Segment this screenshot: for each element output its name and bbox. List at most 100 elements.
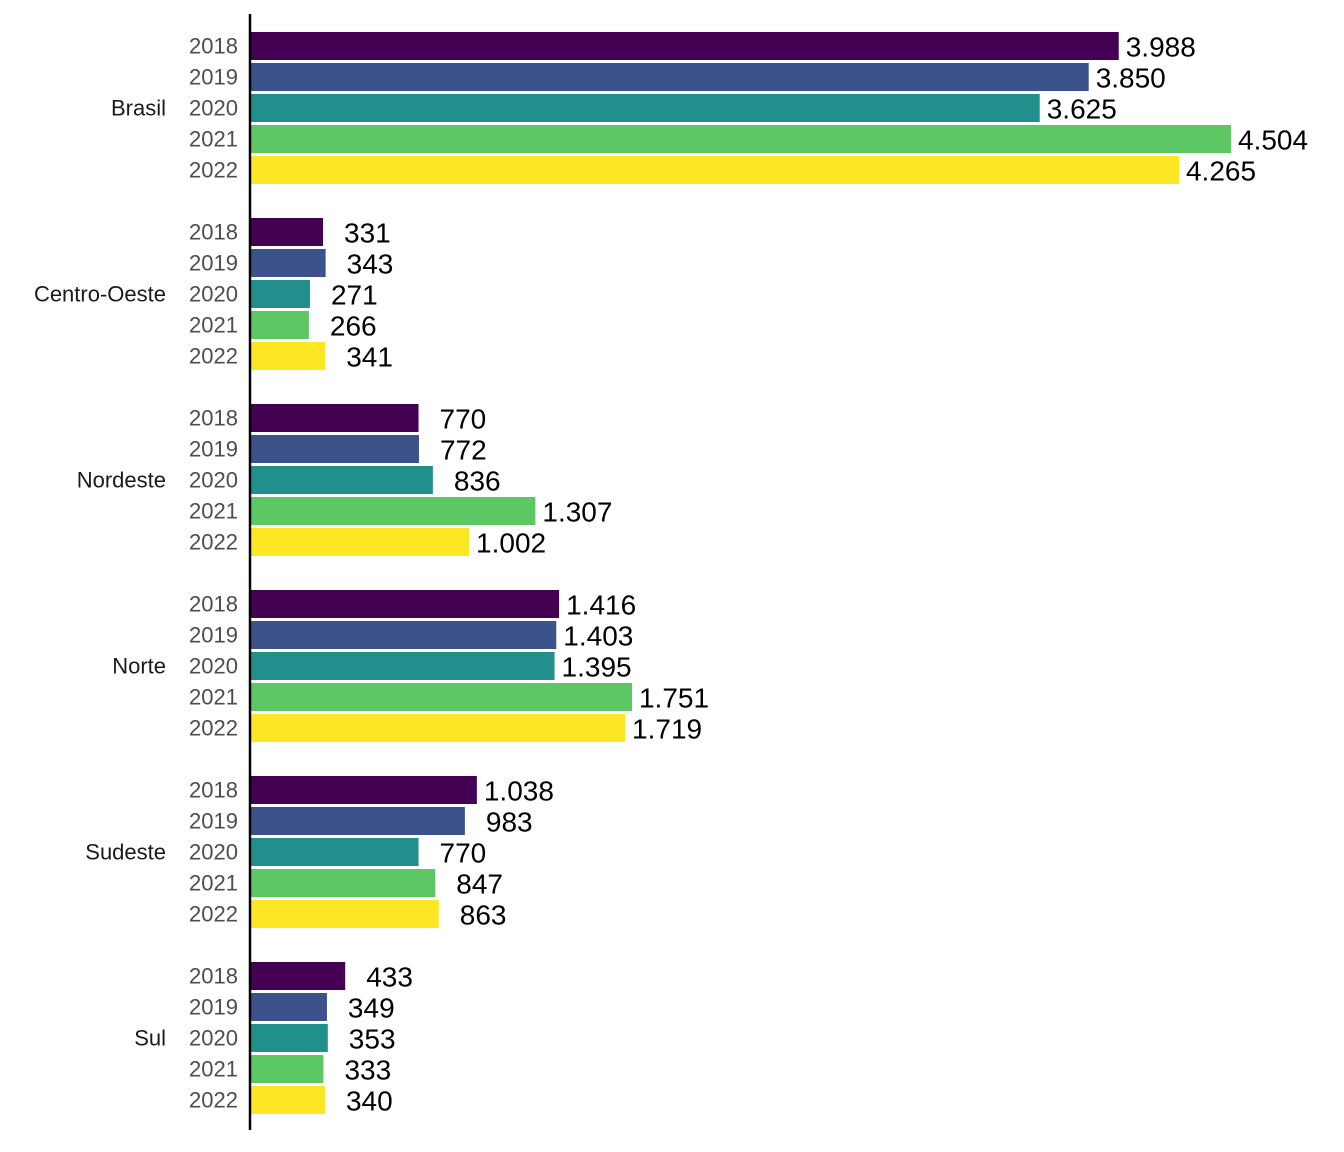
plot-area: Brasil 2018 3.988 2019 3.850 2020 3.625 2021 4.5… [34,32,1308,1117]
year-tick-label: 2018 [189,592,238,617]
value-label: 1.719 [632,714,702,745]
year-tick-label: 2020 [189,654,238,679]
year-tick-label: 2021 [189,499,238,524]
year-tick-label: 2021 [189,313,238,338]
value-label: 349 [348,993,395,1024]
value-label: 353 [349,1024,396,1055]
value-label: 333 [344,1055,391,1086]
year-tick-label: 2019 [189,995,238,1020]
bar-2020 [251,94,1040,122]
year-tick-label: 2020 [189,840,238,865]
bar-2021 [251,311,309,339]
bar-group-centro-oeste: Centro-Oeste 2018 331 2019 343 2020 271 2021 266… [34,218,393,373]
value-label: 3.625 [1047,94,1117,125]
year-tick-label: 2019 [189,437,238,462]
value-label: 4.265 [1186,156,1256,187]
bar-2022 [251,528,470,556]
year-tick-label: 2021 [189,685,238,710]
year-tick-label: 2018 [189,34,238,59]
bar-2022 [251,156,1179,184]
year-tick-label: 2020 [189,96,238,121]
year-tick-label: 2022 [189,1088,238,1113]
value-label: 3.850 [1096,63,1166,94]
bar-group-norte: Norte 2018 1.416 2019 1.403 2020 1.395 2021 1.75… [112,590,709,745]
year-tick-label: 2019 [189,251,238,276]
bar-group-sudeste: Sudeste 2018 1.038 2019 983 2020 770 2021 847 202… [85,776,554,931]
bar-2022 [251,900,439,928]
year-tick-label: 2022 [189,716,238,741]
region-label: Sudeste [85,840,166,865]
value-label: 3.988 [1126,32,1196,63]
region-label: Brasil [111,96,166,121]
value-label: 1.416 [566,590,636,621]
value-label: 1.751 [639,683,709,714]
year-tick-label: 2020 [189,282,238,307]
year-tick-label: 2018 [189,406,238,431]
year-tick-label: 2022 [189,902,238,927]
bar-2019 [251,249,326,277]
value-label: 772 [440,435,487,466]
bar-2019 [251,807,465,835]
year-tick-label: 2021 [189,1057,238,1082]
bar-2021 [251,1055,324,1083]
bar-2018 [251,776,477,804]
bar-2022 [251,1086,325,1114]
value-label: 1.307 [542,497,612,528]
value-label: 433 [366,962,413,993]
value-label: 271 [331,280,378,311]
bar-2022 [251,714,626,742]
value-label: 836 [454,466,501,497]
year-tick-label: 2020 [189,1026,238,1051]
bar-2021 [251,497,536,525]
region-label: Centro-Oeste [34,282,166,307]
year-tick-label: 2021 [189,871,238,896]
year-tick-label: 2018 [189,220,238,245]
value-label: 1.395 [562,652,632,683]
value-label: 770 [440,404,487,435]
year-tick-label: 2022 [189,344,238,369]
bar-2018 [251,32,1119,60]
value-label: 341 [346,342,393,373]
year-tick-label: 2019 [189,809,238,834]
bar-2018 [251,218,324,246]
bar-group-nordeste: Nordeste 2018 770 2019 772 2020 836 2021 1.307 20… [77,404,613,559]
year-tick-label: 2018 [189,964,238,989]
bar-2018 [251,590,560,618]
year-tick-label: 2018 [189,778,238,803]
value-label: 1.038 [484,776,554,807]
bar-2021 [251,869,436,897]
year-tick-label: 2019 [189,65,238,90]
bar-2020 [251,466,433,494]
year-tick-label: 2022 [189,158,238,183]
bar-2021 [251,683,632,711]
value-label: 847 [456,869,503,900]
value-label: 1.002 [476,528,546,559]
year-tick-label: 2019 [189,623,238,648]
value-label: 331 [344,218,391,249]
bar-2021 [251,125,1231,153]
bar-2020 [251,652,555,680]
value-label: 343 [347,249,394,280]
region-label: Sul [134,1026,166,1051]
bar-2020 [251,280,310,308]
value-label: 983 [486,807,533,838]
bar-2022 [251,342,326,370]
value-label: 4.504 [1238,125,1308,156]
value-label: 340 [346,1086,393,1117]
bar-2019 [251,993,327,1021]
region-label: Nordeste [77,468,166,493]
bar-2019 [251,435,419,463]
value-label: 266 [330,311,377,342]
value-label: 863 [460,900,507,931]
value-label: 770 [440,838,487,869]
bar-group-brasil: Brasil 2018 3.988 2019 3.850 2020 3.625 2021 4.5… [111,32,1308,187]
year-tick-label: 2022 [189,530,238,555]
region-label: Norte [112,654,166,679]
bar-2018 [251,962,346,990]
bar-group-sul: Sul 2018 433 2019 349 2020 353 2021 333 2022 340 [134,962,413,1117]
bar-2018 [251,404,419,432]
year-tick-label: 2020 [189,468,238,493]
bar-2020 [251,1024,328,1052]
value-label: 1.403 [563,621,633,652]
